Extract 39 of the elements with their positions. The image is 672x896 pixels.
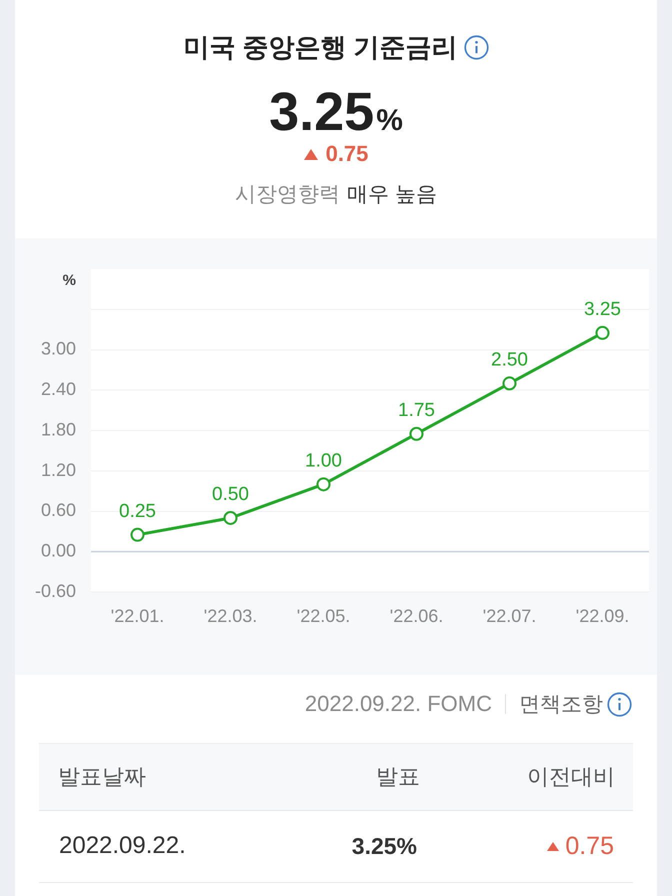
x-tick-label: '22.03. [204,606,258,626]
point [502,376,516,390]
y-tick-label: 2.40 [40,379,76,400]
text: 발표날짜 [58,763,146,791]
chart-title: 미국 중앙은행 기준금리 [183,30,458,64]
text: 시장영향력 [235,182,340,208]
x-tick-label: '22.09. [576,606,630,626]
y-tick-label: 0.60 [40,500,76,520]
data-label: 1.00 [305,450,342,472]
data-label: 0.25 [119,501,156,522]
y-tick-label: 0.00 [40,540,76,561]
x-tick-label: '22.07. [482,606,536,626]
text: 발표 [376,763,420,791]
text: 0.75 [565,832,614,860]
text: 이전대비 [527,763,615,791]
text: 0.75 [326,141,368,167]
text: 3.25% [352,832,417,860]
x-tick-label: '22.06. [390,606,444,626]
point [410,426,424,441]
text: 매우 높음 [347,182,437,208]
point [596,326,610,340]
point [224,510,238,525]
point [316,477,330,492]
data-label: 0.50 [212,484,249,506]
text: 2022.09.22. FOMC [304,691,492,717]
text: 면책조항 [519,692,603,718]
y-axis-title: % [62,272,76,290]
x-tick-label: '22.01. [110,606,164,626]
data-label: 3.25 [584,299,621,320]
point [130,528,144,542]
x-tick-label: '22.05. [296,606,350,626]
data-label: 1.75 [398,400,435,422]
data-label: 2.50 [491,350,528,371]
y-tick-label: 3.00 [40,338,76,359]
text: 3.25% [269,81,403,144]
y-tick-label: 1.80 [40,419,76,440]
y-tick-label: 1.20 [40,460,76,480]
text: 2022.09.22. [59,832,186,860]
y-tick-label: -0.60 [34,580,76,601]
